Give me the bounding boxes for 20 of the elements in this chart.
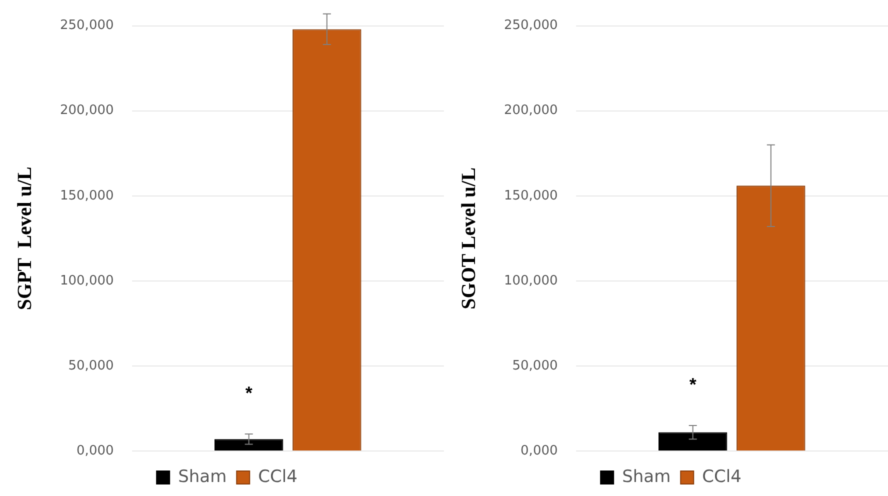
annotation: * <box>245 382 252 403</box>
y-tick-label: 50,000 <box>68 358 114 374</box>
y-tick-label: 150,000 <box>504 188 558 204</box>
y-tick-label: 100,000 <box>504 273 558 288</box>
y-tick-label: 0,000 <box>76 443 114 458</box>
legend-label: CCl4 <box>702 466 742 487</box>
legend-label: Sham <box>178 466 227 487</box>
y-tick-label: 200,000 <box>60 103 114 118</box>
y-axis-title: SGPT Level u/L <box>14 166 36 310</box>
y-tick-label: 250,000 <box>504 18 558 34</box>
y-tick-label: 0,000 <box>520 443 558 458</box>
y-axis-title: SGOT Level u/L <box>458 167 480 310</box>
y-tick-label: 200,000 <box>504 103 558 118</box>
y-tick-label: 50,000 <box>512 358 558 374</box>
y-tick-label: 150,000 <box>60 188 114 204</box>
legend-label: CCl4 <box>258 466 298 487</box>
y-tick-label: 100,000 <box>60 273 114 288</box>
annotation: * <box>689 374 696 394</box>
y-tick-label: 250,000 <box>60 18 114 34</box>
legend-label: Sham <box>622 466 671 487</box>
